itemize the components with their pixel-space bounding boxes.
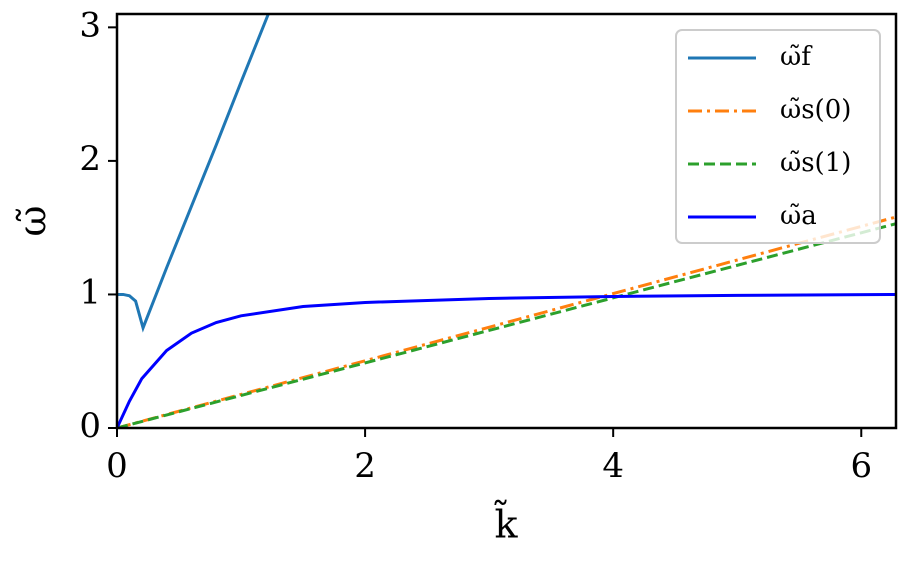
series-line bbox=[117, 14, 270, 333]
y-axis-label: ω̃ bbox=[11, 206, 55, 237]
legend-label: ω̃f bbox=[780, 42, 813, 72]
x-axis-label: k̃ bbox=[494, 499, 518, 546]
y-tick-label: 2 bbox=[79, 139, 101, 179]
legend-label: ω̃s(1) bbox=[780, 148, 851, 178]
legend-label: ω̃a bbox=[780, 201, 817, 231]
plot-frame bbox=[115, 12, 898, 430]
y-tick-label: 0 bbox=[79, 406, 101, 446]
y-tick-label: 3 bbox=[79, 5, 101, 45]
y-tick-label: 1 bbox=[79, 272, 101, 312]
legend-label: ω̃s(0) bbox=[780, 95, 851, 125]
x-tick-label: 0 bbox=[106, 446, 128, 486]
plot-lines bbox=[117, 14, 896, 428]
series-line bbox=[117, 292, 896, 428]
x-tick-label: 6 bbox=[850, 446, 872, 486]
legend-box bbox=[675, 29, 881, 244]
x-tick-label: 4 bbox=[602, 446, 624, 486]
legend: ω̃f ω̃s(0) ω̃s(1) ω̃a bbox=[675, 29, 881, 244]
x-tick-label: 2 bbox=[354, 446, 376, 486]
series-line bbox=[117, 222, 896, 428]
